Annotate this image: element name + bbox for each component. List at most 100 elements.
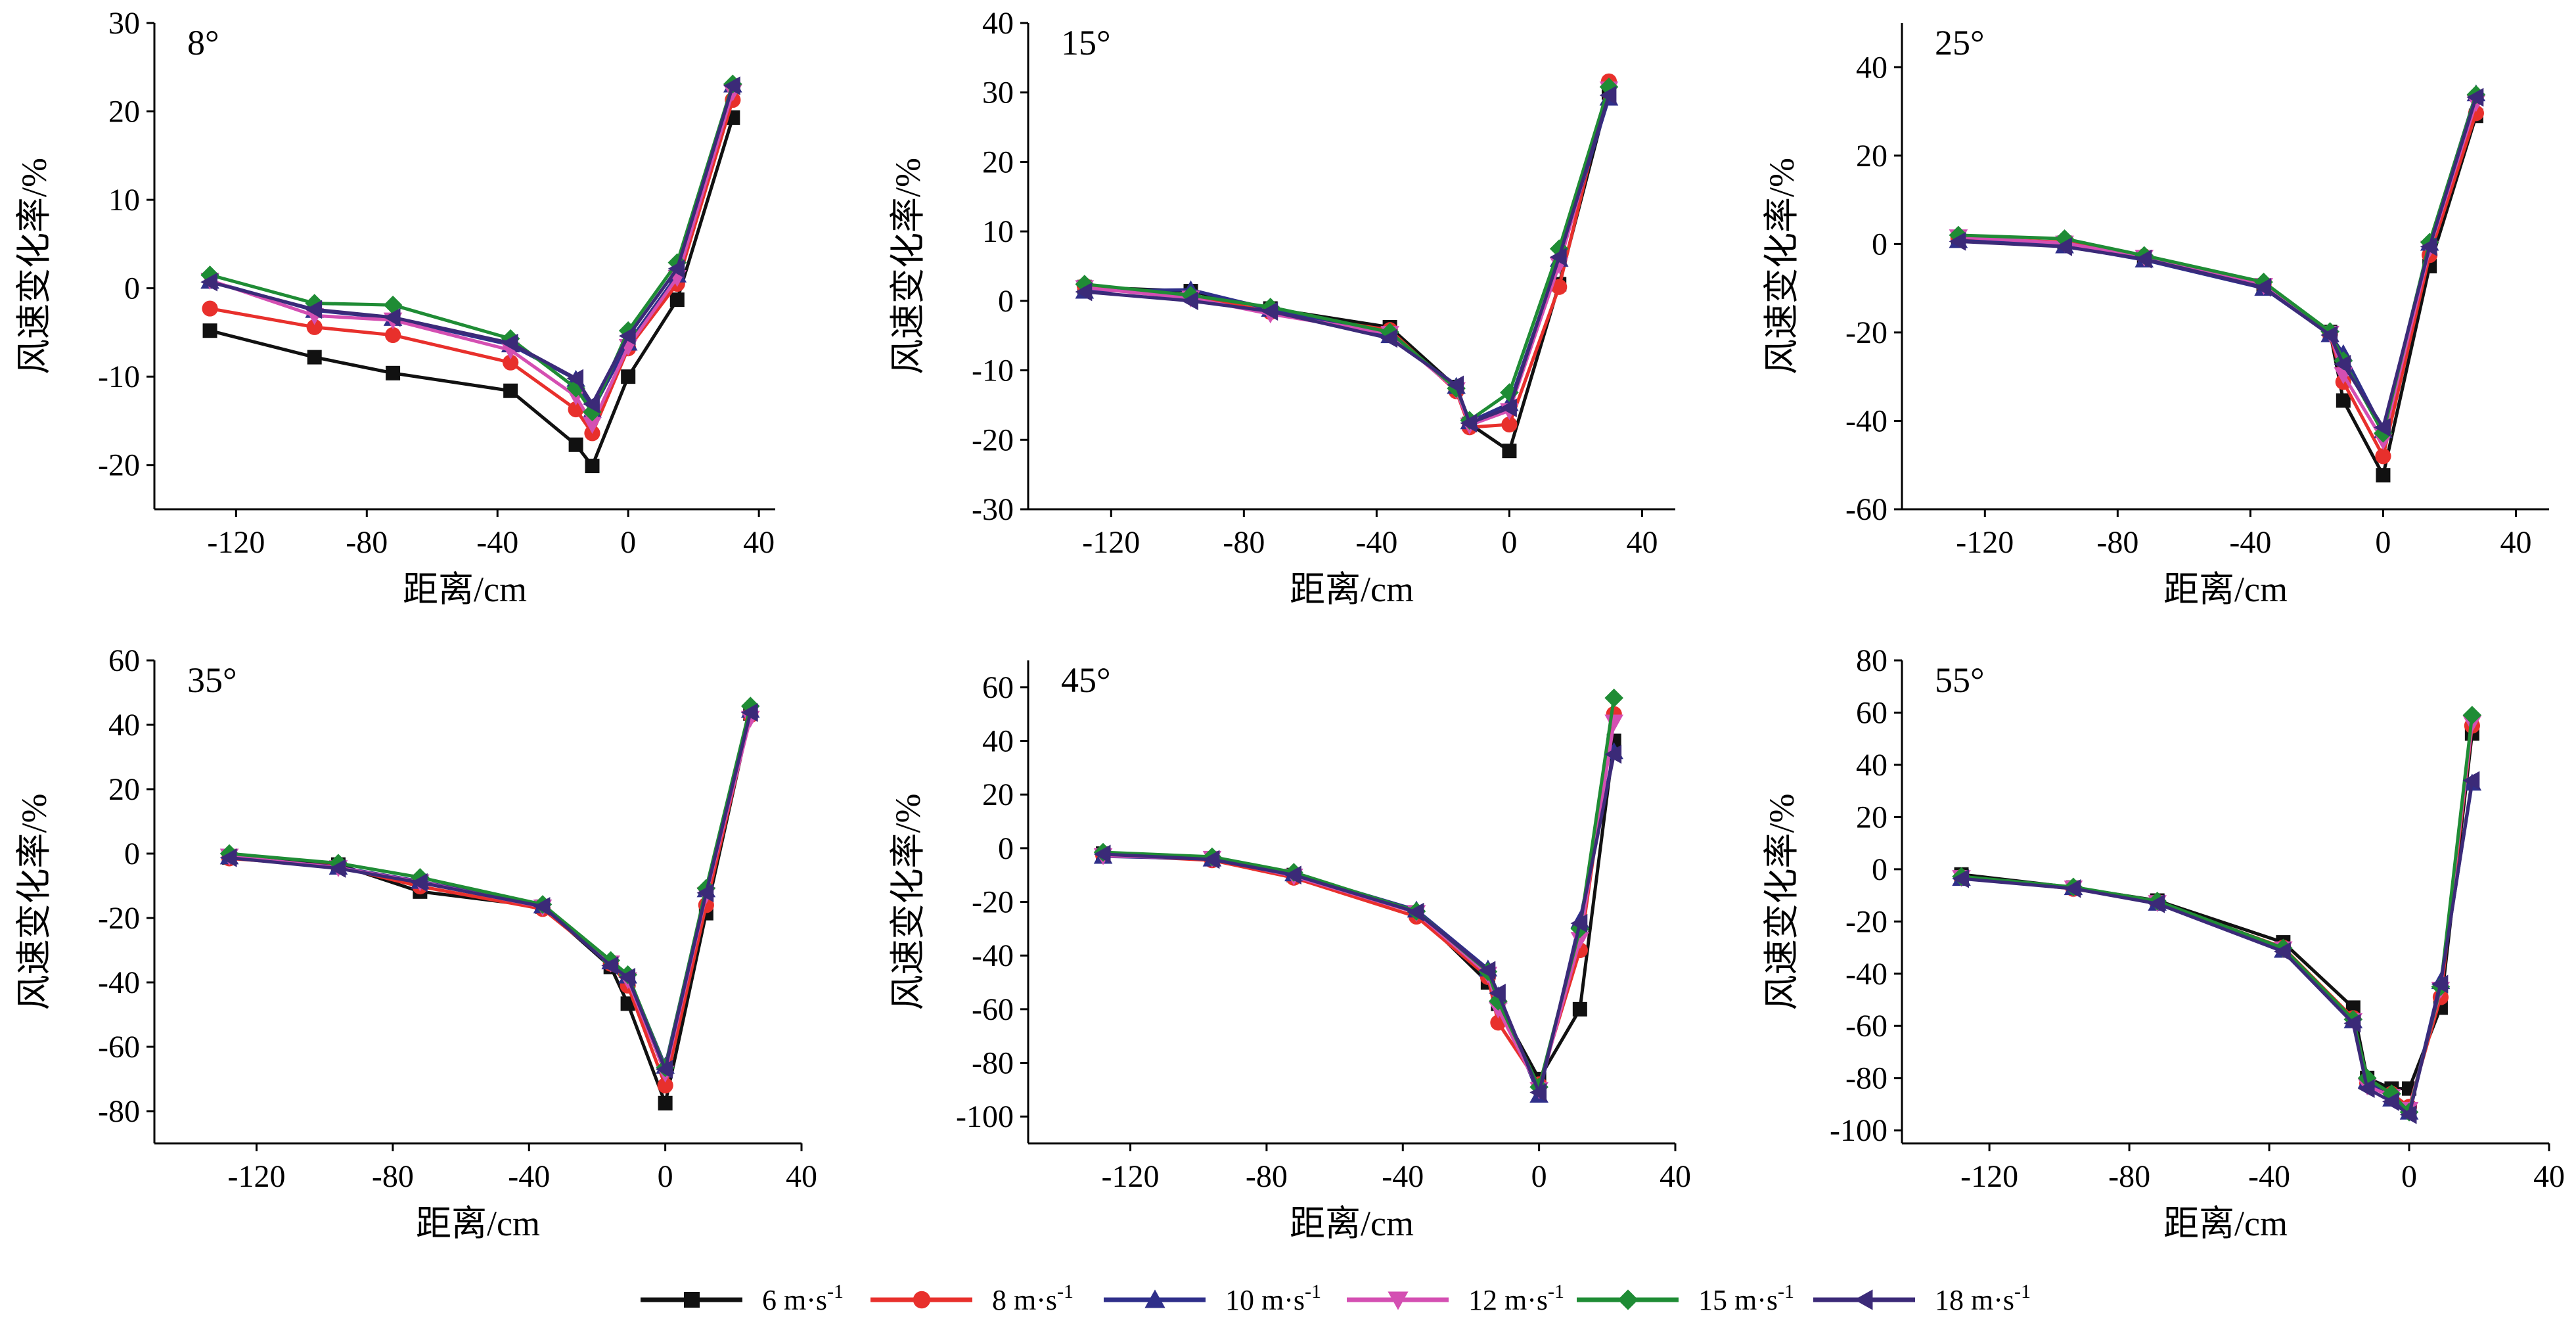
data-point — [2399, 1105, 2417, 1124]
series-line — [1961, 783, 2474, 1114]
data-point — [1093, 844, 1111, 864]
data-point — [2334, 355, 2351, 374]
series-3 — [1075, 81, 1619, 435]
data-point — [411, 873, 428, 892]
data-point — [1407, 902, 1424, 922]
y-axis-title: 风速变化率/% — [1762, 158, 1801, 375]
data-point — [566, 369, 584, 388]
data-point — [1570, 913, 1588, 933]
panel-angle-label: 35° — [187, 660, 237, 700]
series-0 — [1954, 726, 2479, 1096]
x-tick-label: 0 — [1501, 525, 1517, 560]
data-point — [306, 319, 323, 335]
y-tick-label: -20 — [972, 885, 1014, 920]
data-point — [1447, 375, 1464, 395]
data-point — [667, 259, 685, 279]
data-point — [386, 365, 401, 380]
y-tick-label: 60 — [108, 643, 140, 678]
y-tick-label: -20 — [972, 423, 1014, 457]
x-tick-label: 40 — [1626, 525, 1658, 560]
x-tick-label: -40 — [1382, 1159, 1424, 1194]
legend-label: 8 m·s-1 — [992, 1281, 1073, 1316]
data-point — [2343, 1013, 2361, 1033]
data-point — [1202, 850, 1220, 869]
y-tick-label: -80 — [98, 1094, 140, 1129]
data-point — [2055, 237, 2072, 256]
y-tick-label: 10 — [982, 214, 1014, 249]
legend-label-sup: -1 — [827, 1281, 844, 1302]
data-point — [1572, 1001, 1587, 1017]
chart-panel: -60 -40 -20 0 20 40 -120 -80 -40 0 40 距离/cm 风速变化率/% 2… — [1762, 23, 2549, 609]
y-axis-title: 风速变化率/% — [888, 158, 928, 375]
data-point — [1551, 279, 1568, 295]
data-point — [568, 437, 583, 452]
series-line — [1102, 754, 1616, 1094]
data-point — [219, 848, 237, 867]
series-4 — [200, 74, 742, 422]
data-point — [2148, 894, 2165, 913]
series-line — [229, 712, 752, 1071]
x-axis-title: 距离/cm — [403, 570, 527, 609]
data-point — [2320, 325, 2338, 345]
series-line — [1961, 780, 2474, 1116]
data-point — [1599, 77, 1619, 97]
legend-label-sup: -1 — [1778, 1281, 1794, 1302]
data-point — [585, 459, 600, 474]
data-point — [2382, 1092, 2399, 1111]
data-point — [618, 967, 636, 987]
legend: 6 m·s-1 8 m·s-1 10 m·s-1 12 m·s-1 15 m·s-1 18… — [641, 1281, 2031, 1316]
y-tick-label: 40 — [1856, 50, 1887, 85]
data-point — [2431, 975, 2449, 994]
x-axis-title: 距离/cm — [2163, 1204, 2288, 1243]
data-point — [2375, 448, 2391, 465]
x-tick-label: -120 — [1956, 525, 2014, 560]
legend-item: 15 m·s-1 — [1577, 1281, 1794, 1316]
data-point — [1604, 688, 1623, 708]
x-axis-title: 距离/cm — [1290, 1204, 1414, 1243]
series-line — [1084, 97, 1611, 424]
series-0 — [222, 706, 758, 1111]
chart-panel: -100 -80 -60 -40 -20 0 20 40 60 -120 -80 -40 0 40 距离/c… — [888, 660, 1691, 1243]
x-tick-label: 0 — [2401, 1159, 2417, 1194]
y-tick-label: -30 — [972, 492, 1014, 527]
data-point — [618, 326, 636, 346]
data-point — [1500, 398, 1517, 417]
y-axis-title: 风速变化率/% — [1762, 794, 1801, 1011]
data-point — [2336, 393, 2351, 408]
data-point — [1388, 1291, 1409, 1310]
data-point — [601, 956, 619, 975]
data-point — [384, 327, 401, 344]
data-point — [658, 1095, 673, 1111]
legend-label: 15 m·s-1 — [1698, 1281, 1794, 1316]
series-2 — [1093, 742, 1623, 1103]
series-line — [229, 710, 752, 1068]
y-tick-label: -20 — [98, 448, 140, 483]
data-point — [1500, 383, 1519, 402]
panel-angle-label: 8° — [187, 23, 219, 62]
legend-item: 8 m·s-1 — [870, 1281, 1073, 1316]
x-tick-label: -120 — [207, 525, 265, 560]
y-tick-label: 20 — [108, 772, 140, 807]
series-line — [1102, 697, 1616, 1089]
data-point — [1949, 232, 1966, 251]
y-tick-label: -60 — [98, 1030, 140, 1065]
data-point — [583, 417, 602, 434]
data-point — [202, 323, 217, 338]
legend-label-sup: -1 — [1305, 1281, 1321, 1302]
data-point — [1599, 85, 1617, 105]
data-point — [723, 76, 740, 95]
x-tick-label: 40 — [2500, 525, 2531, 560]
data-point — [1604, 714, 1623, 732]
y-tick-label: -40 — [1845, 403, 1887, 438]
legend-label: 10 m·s-1 — [1225, 1281, 1321, 1316]
data-point — [657, 1077, 673, 1093]
data-point — [1489, 984, 1506, 1003]
data-point — [669, 292, 685, 308]
y-tick-label: 0 — [124, 837, 140, 871]
data-point — [1380, 329, 1398, 348]
legend-item: 6 m·s-1 — [641, 1281, 844, 1316]
panel-angle-label: 25° — [1935, 23, 1985, 62]
y-tick-label: -80 — [1845, 1061, 1887, 1096]
series-2 — [1949, 84, 2486, 438]
x-tick-label: -40 — [2248, 1159, 2290, 1194]
